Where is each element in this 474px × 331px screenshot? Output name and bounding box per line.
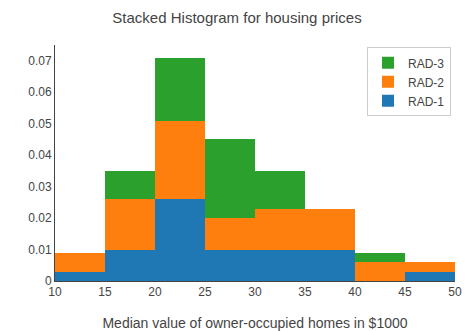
svg-text:0.02: 0.02 — [28, 211, 52, 225]
svg-text:0.04: 0.04 — [28, 148, 52, 162]
svg-text:30: 30 — [248, 285, 262, 299]
svg-text:Median value of owner-occupied: Median value of owner-occupied homes in … — [102, 315, 407, 331]
svg-text:25: 25 — [198, 285, 212, 299]
svg-text:RAD-2: RAD-2 — [408, 76, 444, 90]
svg-text:35: 35 — [298, 285, 312, 299]
svg-text:RAD-3: RAD-3 — [408, 57, 444, 71]
svg-text:0.07: 0.07 — [28, 54, 52, 68]
svg-text:0.05: 0.05 — [28, 117, 52, 131]
svg-text:10: 10 — [48, 285, 62, 299]
svg-text:Stacked Histogram for housing: Stacked Histogram for housing prices — [112, 9, 361, 26]
svg-text:0: 0 — [45, 274, 52, 288]
svg-text:0.01: 0.01 — [28, 243, 52, 257]
svg-text:0.03: 0.03 — [28, 180, 52, 194]
svg-text:50: 50 — [448, 285, 462, 299]
svg-text:40: 40 — [348, 285, 362, 299]
svg-text:45: 45 — [398, 285, 412, 299]
svg-text:20: 20 — [148, 285, 162, 299]
svg-text:0.06: 0.06 — [28, 85, 52, 99]
svg-text:RAD-1: RAD-1 — [408, 95, 444, 109]
svg-text:15: 15 — [98, 285, 112, 299]
